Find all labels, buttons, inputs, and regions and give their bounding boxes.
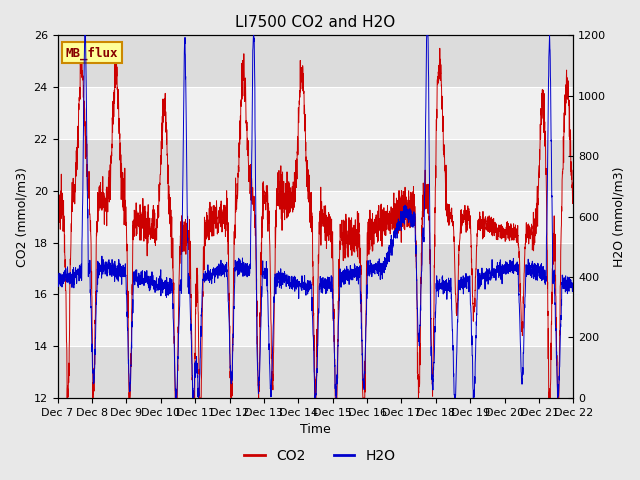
- Bar: [58, 346, 573, 398]
- Bar: [58, 191, 573, 242]
- Bar: [58, 139, 573, 191]
- X-axis label: Time: Time: [300, 423, 331, 436]
- Y-axis label: H2O (mmol/m3): H2O (mmol/m3): [612, 167, 625, 267]
- Bar: [58, 36, 573, 87]
- Legend: CO2, H2O: CO2, H2O: [239, 443, 401, 468]
- Bar: [58, 87, 573, 139]
- Y-axis label: CO2 (mmol/m3): CO2 (mmol/m3): [15, 167, 28, 266]
- Text: MB_flux: MB_flux: [65, 46, 118, 60]
- Title: LI7500 CO2 and H2O: LI7500 CO2 and H2O: [236, 15, 396, 30]
- Bar: [58, 294, 573, 346]
- Bar: [58, 242, 573, 294]
